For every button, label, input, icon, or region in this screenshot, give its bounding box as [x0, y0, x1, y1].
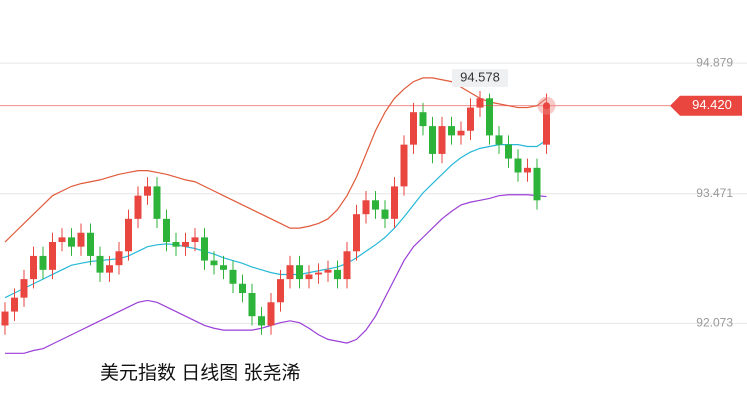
candle-body: [201, 237, 208, 261]
band-line: [4, 139, 547, 299]
candle-body: [362, 200, 370, 215]
candle-body: [210, 260, 218, 266]
candle-body: [514, 158, 522, 173]
annotation-box: [452, 69, 508, 88]
candle-body: [239, 283, 246, 294]
candle-body: [486, 98, 493, 136]
candle-body: [533, 167, 541, 201]
candle-body: [410, 112, 417, 145]
candle-body: [505, 144, 512, 159]
candle-body: [229, 269, 237, 284]
candle-body: [39, 255, 47, 270]
candle-body: [49, 242, 56, 270]
candle-body: [58, 237, 66, 243]
candle-body: [277, 279, 284, 303]
last-price-box: [670, 95, 742, 116]
chart-title: 美元指数 日线图 张尧浠: [100, 362, 301, 384]
candle-body: [438, 126, 446, 154]
candle-body: [305, 274, 313, 280]
candle-body: [400, 144, 408, 187]
candle-body: [429, 126, 436, 154]
y-tick-label: 94.879: [696, 55, 733, 69]
last-price-dot: [543, 102, 550, 110]
candle-body: [106, 265, 113, 273]
candle-body: [87, 232, 94, 256]
candle-body: [495, 135, 503, 145]
candle-body: [191, 237, 199, 243]
candle-body: [448, 126, 455, 136]
candle-body: [182, 242, 189, 247]
candle-body: [524, 167, 531, 173]
candle-body: [125, 218, 132, 252]
last-price-label: 94.420: [692, 97, 732, 112]
band-line: [4, 77, 547, 243]
candle-body: [163, 218, 170, 243]
candle-body: [134, 195, 142, 219]
candle-body: [144, 186, 151, 196]
candle-body: [324, 269, 332, 273]
candle-body: [20, 279, 28, 298]
candle-body: [153, 186, 161, 219]
candle-body: [391, 186, 398, 219]
y-tick-label: 93.471: [696, 186, 733, 200]
candle-body: [220, 265, 227, 270]
candle-body: [248, 293, 256, 317]
candle-body: [372, 200, 379, 210]
candle-body: [334, 269, 341, 280]
candle-body: [457, 130, 465, 136]
y-tick-label: 92.073: [696, 316, 733, 330]
candle-body: [11, 297, 18, 312]
candle-body: [68, 237, 75, 247]
candle-body: [115, 251, 123, 266]
candle-body: [1, 311, 9, 326]
candle-body: [30, 255, 37, 280]
candle-body: [296, 265, 303, 280]
candle-body: [258, 316, 265, 326]
band-line: [5, 194, 547, 354]
candle-body: [172, 242, 180, 247]
candle-body: [286, 265, 294, 280]
candle-body: [467, 107, 474, 131]
candle-body: [381, 209, 389, 219]
max-annotation: 94.578: [460, 69, 500, 84]
candle-body: [267, 302, 275, 326]
candle-body: [543, 105, 550, 145]
candle-body: [315, 272, 322, 275]
candle-body: [419, 112, 427, 127]
candle-body: [343, 251, 351, 280]
candle-body: [353, 214, 360, 252]
candle-body: [96, 255, 104, 273]
candle-body: [77, 232, 85, 247]
candle-body: [476, 98, 484, 108]
